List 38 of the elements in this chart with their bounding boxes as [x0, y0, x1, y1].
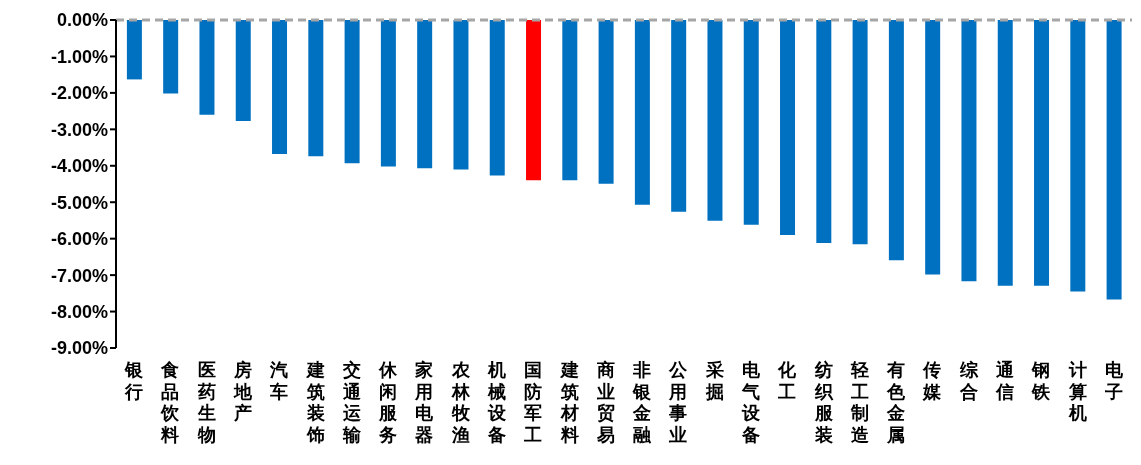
- x-tick-label: 综合: [958, 360, 979, 402]
- x-tick-label: 国防军工: [523, 360, 543, 445]
- x-tick-label: 银行: [124, 360, 145, 402]
- y-tick-label: -5.00%: [50, 192, 108, 213]
- y-tick-label: -4.00%: [50, 156, 108, 177]
- x-tick-label: 非银金融: [632, 360, 653, 445]
- x-tick-label: 食品饮料: [160, 360, 181, 445]
- y-tick-label: -1.00%: [50, 46, 108, 67]
- x-tick-label: 农林牧渔: [450, 360, 471, 445]
- x-tick-label: 通信: [995, 360, 1014, 402]
- x-tick-label: 建筑装饰: [304, 360, 325, 445]
- x-tick-label: 公用事业: [668, 360, 689, 445]
- x-tick-label: 计算机: [1067, 360, 1087, 424]
- y-tick-label: 0.00%: [56, 10, 108, 31]
- x-tick-label: 汽车: [269, 360, 289, 402]
- x-tick-label: 轻工制造: [849, 360, 869, 445]
- x-tick-label: 有色金属: [886, 360, 907, 445]
- x-tick-label: 电气设备: [741, 360, 761, 445]
- x-tick-label: 建筑材料: [558, 360, 579, 445]
- y-tick-label: -2.00%: [50, 83, 108, 104]
- x-tick-label: 房地产: [233, 360, 253, 424]
- y-tick-label: -7.00%: [50, 265, 108, 286]
- x-tick-label: 采掘: [704, 360, 724, 402]
- x-tick-label: 传媒: [922, 360, 943, 402]
- y-tick-label: -3.00%: [50, 119, 108, 140]
- x-tick-label: 商业贸易: [595, 360, 615, 445]
- x-tick-label: 化工: [777, 360, 798, 402]
- x-tick-label: 纺织服装: [813, 360, 834, 445]
- y-tick-label: -6.00%: [50, 229, 108, 250]
- x-tick-label: 医药生物: [196, 360, 216, 445]
- x-tick-label: 休闲服务: [378, 360, 399, 445]
- x-tick-label: 交通运输: [341, 360, 362, 445]
- x-tick-label: 家用电器: [414, 360, 435, 445]
- x-tick-label: 钢铁: [1031, 360, 1052, 402]
- x-tick-label: 机械设备: [487, 360, 507, 445]
- y-tick-label: -8.00%: [50, 301, 108, 322]
- y-tick-label: -9.00%: [50, 338, 108, 359]
- x-tick-label: 电子: [1103, 360, 1124, 402]
